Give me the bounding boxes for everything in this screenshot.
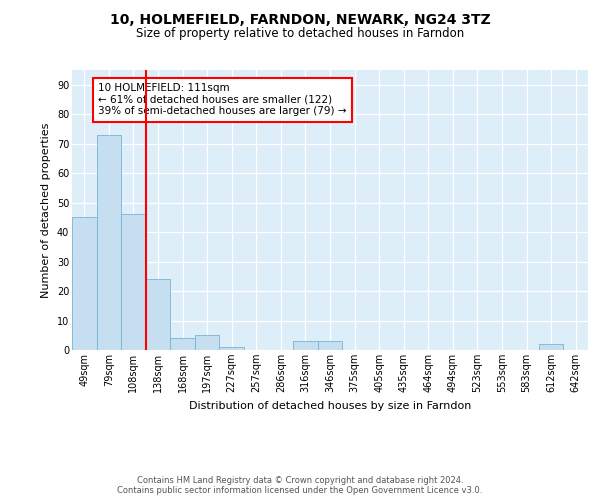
Bar	[170, 338, 195, 350]
Bar	[539, 344, 563, 350]
X-axis label: Distribution of detached houses by size in Farndon: Distribution of detached houses by size …	[189, 400, 471, 410]
Bar	[220, 347, 244, 350]
Text: 10, HOLMEFIELD, FARNDON, NEWARK, NG24 3TZ: 10, HOLMEFIELD, FARNDON, NEWARK, NG24 3T…	[110, 12, 490, 26]
Bar	[72, 218, 97, 350]
Bar	[121, 214, 146, 350]
Bar	[293, 341, 318, 350]
Y-axis label: Number of detached properties: Number of detached properties	[41, 122, 51, 298]
Bar	[97, 135, 121, 350]
Bar	[195, 336, 220, 350]
Text: Size of property relative to detached houses in Farndon: Size of property relative to detached ho…	[136, 28, 464, 40]
Text: Contains HM Land Registry data © Crown copyright and database right 2024.
Contai: Contains HM Land Registry data © Crown c…	[118, 476, 482, 495]
Bar	[146, 280, 170, 350]
Bar	[318, 341, 342, 350]
Text: 10 HOLMEFIELD: 111sqm
← 61% of detached houses are smaller (122)
39% of semi-det: 10 HOLMEFIELD: 111sqm ← 61% of detached …	[98, 84, 346, 116]
